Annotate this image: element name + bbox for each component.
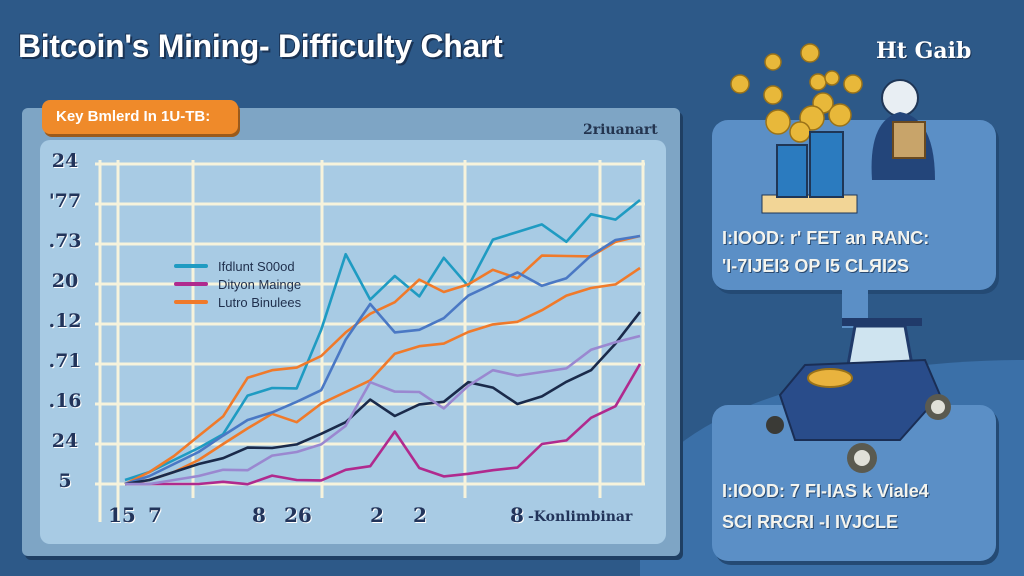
y-tick-label: .71 (48, 350, 82, 372)
x-tick-label: 8 (252, 503, 266, 527)
page-title: Bitcoin's Mining- Difficulty Chart (18, 28, 503, 64)
x-tick-label: 2 (370, 503, 384, 527)
x-tick-label: 2 (413, 503, 427, 527)
x-tick-label: 7 (148, 503, 162, 527)
card-bottom-line-2: SCI RRCRI -I IVJCLE (722, 512, 899, 532)
x-tick-label: 15 (108, 503, 136, 527)
y-tick-label: 24 (51, 150, 79, 172)
server-boxes-icon (761, 131, 858, 214)
coins-icon (730, 43, 863, 143)
y-tick-label: 24 (51, 430, 79, 452)
card-bottom-line-1: I:IOOD: 7 FI-IAS k Viale4 (722, 481, 929, 501)
series-line-5 (124, 311, 642, 486)
series-line-6 (125, 334, 641, 486)
y-tick-label: 20 (51, 270, 79, 292)
series-line-4 (124, 234, 641, 486)
chart-legend: Ifdlunt S00od Dityon Mainge Lutro Binule… (174, 257, 301, 311)
legend-label: Lutro Binulees (218, 294, 302, 310)
y-tick-label: .16 (48, 390, 82, 412)
x-tick-label: 8 (510, 503, 524, 527)
y-tick-label: 5 (58, 470, 72, 492)
y-tick-label: '77 (48, 190, 82, 212)
x-tick-label: 26 (284, 503, 312, 527)
legend-swatch (174, 300, 208, 304)
legend-item: Lutro Binulees (174, 293, 301, 311)
series-line-3 (124, 266, 641, 486)
legend-item: Dityon Mainge (174, 275, 301, 293)
corner-label: 2riuanart (583, 122, 658, 138)
card-top-line-1: I:IOOD: r' FET an RANC: (722, 228, 930, 248)
legend-label: Ifdlunt S00od (218, 258, 295, 274)
mining-cart-icon (766, 318, 951, 473)
legend-label: Dityon Mainge (218, 276, 302, 292)
panel-heading: Ht Gaib (876, 38, 972, 64)
y-tick-label: .73 (48, 230, 82, 252)
key-label: Key Bmlerd In 1U-TB: (42, 100, 238, 134)
legend-item: Ifdlunt S00od (174, 257, 301, 275)
series-line-2 (124, 234, 641, 486)
series-line-1 (125, 363, 642, 486)
legend-swatch (174, 282, 208, 286)
y-tick-label: .12 (48, 310, 82, 332)
miner-figure-icon (871, 79, 935, 180)
card-top-line-2: 'I-7IJEI3 OP I5 CLЯI2S (722, 256, 909, 276)
x-axis-label: -Konlimbinar (528, 509, 633, 525)
series-line-0 (124, 198, 641, 482)
legend-swatch (174, 264, 208, 268)
